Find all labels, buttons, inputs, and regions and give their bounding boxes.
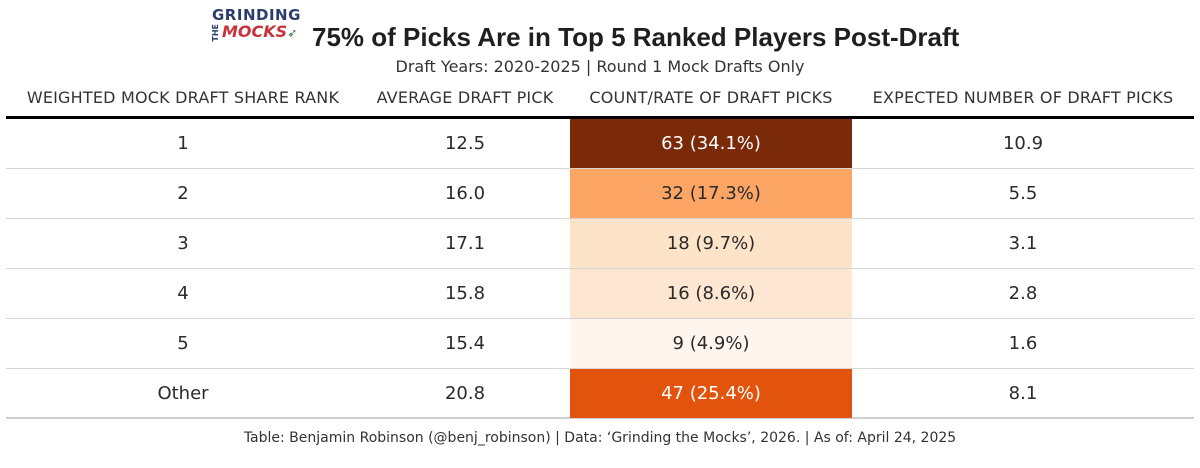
cell-count-rate: 18 (9.7%) [570,219,852,268]
cell-expected: 8.1 [1008,383,1038,404]
header: GRINDING THE MOCKS➶ 75% of Picks Are in … [0,0,1200,82]
logo-line-grinding: GRINDING [212,6,301,24]
cell-expected: 5.5 [1008,183,1038,204]
cell-average-pick: 16.0 [444,183,486,204]
cell-count-rate: 9 (4.9%) [570,319,852,368]
footer-caption: Table: Benjamin Robinson (@benj_robinson… [243,430,957,446]
cell-rank: 1 [177,133,189,154]
cell-rank: 2 [177,183,189,204]
chart-title: 75% of Picks Are in Top 5 Ranked Players… [312,22,960,52]
logo-line-the: THE [211,24,220,42]
cell-expected: 10.9 [1002,133,1044,154]
cell-average-pick: 12.5 [444,133,486,154]
table-row: 2 16.0 32 (17.3%) 5.5 [6,169,1194,219]
table-row: 1 12.5 63 (34.1%) 10.9 [6,119,1194,169]
cell-expected: 2.8 [1008,283,1038,304]
cell-count-rate: 47 (25.4%) [570,369,852,418]
grinding-the-mocks-logo: GRINDING THE MOCKS➶ [211,6,308,48]
cell-rank: 5 [177,333,189,354]
table-row: 5 15.4 9 (4.9%) 1.6 [6,319,1194,369]
cell-average-pick: 15.8 [444,283,486,304]
logo-line-mocks: MOCKS➶ [222,22,297,41]
cell-average-pick: 20.8 [444,383,486,404]
logo-mocks-text: MOCKS [222,22,288,41]
cell-count-rate: 16 (8.6%) [570,269,852,318]
column-header-expected: EXPECTED NUMBER OF DRAFT PICKS [872,88,1174,107]
cell-count-rate: 32 (17.3%) [570,169,852,218]
header-rule [6,116,1194,119]
table-row: Other 20.8 47 (25.4%) 8.1 [6,369,1194,419]
cell-rank: 3 [177,233,189,254]
column-header-rank: WEIGHTED MOCK DRAFT SHARE RANK [26,88,340,107]
cell-expected: 1.6 [1008,333,1038,354]
cell-average-pick: 17.1 [444,233,486,254]
cell-expected: 3.1 [1008,233,1038,254]
cell-count-rate: 63 (34.1%) [570,119,852,168]
chart-subtitle: Draft Years: 2020-2025 | Round 1 Mock Dr… [395,57,805,76]
column-header-average-pick: AVERAGE DRAFT PICK [376,88,554,107]
column-header-count-rate: COUNT/RATE OF DRAFT PICKS [589,88,833,107]
football-icon: ➶ [287,26,298,40]
table-row: 3 17.1 18 (9.7%) 3.1 [6,219,1194,269]
column-headers: WEIGHTED MOCK DRAFT SHARE RANK AVERAGE D… [0,84,1200,116]
table-body: 1 12.5 63 (34.1%) 10.9 2 16.0 32 (17.3%) 5.5 3 17… [6,119,1194,419]
table-row: 4 15.8 16 (8.6%) 2.8 [6,269,1194,319]
cell-rank: 4 [177,283,189,304]
cell-average-pick: 15.4 [444,333,486,354]
cell-rank: Other [157,383,209,404]
